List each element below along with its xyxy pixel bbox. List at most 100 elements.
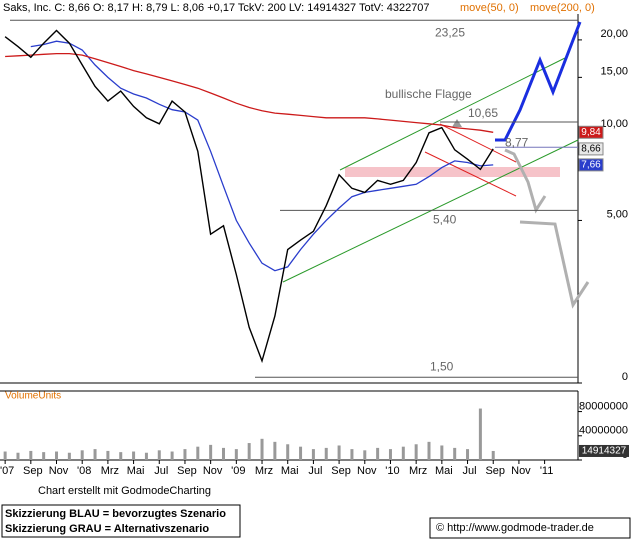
volume-bar	[299, 446, 303, 460]
volume-bar	[453, 447, 457, 460]
x-tick-label: Mai	[435, 465, 453, 477]
annotation: bullische Flagge	[385, 87, 472, 101]
volume-bar	[491, 450, 495, 460]
volume-bar	[440, 445, 444, 460]
channel-line	[339, 57, 566, 171]
volume-bar	[170, 451, 174, 460]
source-box	[429, 517, 631, 539]
price-panel: bullische Flagge	[0, 14, 590, 384]
volume-bar	[183, 449, 187, 460]
volume-bar	[478, 408, 482, 460]
price-box	[578, 142, 604, 156]
price-box-label: 8,66	[581, 144, 601, 155]
y-tick-label: 20,00	[600, 28, 628, 40]
y-tick-label: 15,00	[600, 65, 628, 77]
volume-bar	[80, 450, 84, 460]
volume-bar	[350, 449, 354, 460]
x-tick-label: Jul	[308, 465, 322, 477]
price-box	[578, 125, 604, 139]
volume-box-label: 14914327	[582, 446, 627, 457]
volume-bar	[466, 449, 470, 460]
price-box-label: 9,84	[581, 127, 601, 138]
y-tick-label: 0	[622, 371, 628, 383]
ma-line	[5, 52, 494, 133]
x-tick-label: '07	[0, 465, 14, 477]
x-tick-label: Mai	[127, 465, 145, 477]
volume-bar	[234, 449, 238, 460]
volume-bar	[414, 444, 418, 460]
scenario-gray	[519, 220, 590, 309]
x-tick-label: Mrz	[101, 465, 119, 477]
volume-bar	[42, 452, 46, 460]
volume-tick-label: 40000000	[579, 425, 628, 437]
volume-bar	[388, 449, 392, 460]
volume-bar	[260, 438, 264, 460]
volume-bar	[209, 444, 213, 460]
pointer	[452, 119, 462, 127]
level-label: 23,25	[435, 25, 465, 39]
x-tick-label: Sep	[485, 465, 505, 477]
volume-bar	[376, 447, 380, 460]
x-tick-label: '09	[231, 465, 245, 477]
volume-bar	[3, 451, 7, 460]
volume-bar	[221, 447, 225, 460]
volume-tick-label: 80000000	[579, 400, 628, 412]
x-tick-label: Mai	[281, 465, 299, 477]
volume-bar	[144, 452, 148, 460]
level-label: 5,40	[433, 213, 457, 227]
x-tick-label: Mrz	[409, 465, 427, 477]
x-tick-label: '11	[540, 465, 554, 477]
credit: Chart erstellt mit GodmodeCharting	[38, 485, 211, 497]
flag-line	[424, 151, 517, 197]
volume-bar	[286, 444, 290, 460]
x-tick-label: Nov	[511, 465, 531, 477]
x-tick-label: Jul	[154, 465, 168, 477]
volume-title: VolumeUnits	[5, 391, 61, 402]
y-tick-label: 5,00	[607, 208, 628, 220]
x-tick-label: Sep	[177, 465, 197, 477]
y-tick-label: 10,00	[600, 118, 628, 130]
legend-entry: move(50, 0)	[460, 2, 519, 14]
note: Skizzierung GRAU = Alternativszenario	[5, 523, 209, 535]
volume-bar	[157, 450, 161, 460]
volume-bar	[119, 452, 123, 460]
x-tick-label: Nov	[357, 465, 377, 477]
volume-bar	[67, 452, 71, 460]
volume-bar	[311, 449, 315, 460]
volume-bar	[247, 443, 251, 460]
header: Saks, Inc. C: 8,66 O: 8,17 H: 8,79 L: 8,…	[3, 2, 430, 14]
volume-box	[579, 444, 629, 457]
volume-bar	[55, 451, 59, 460]
x-tick-label: '10	[385, 465, 399, 477]
flag-line	[439, 123, 517, 163]
volume-bar	[132, 451, 136, 460]
volume-bar	[106, 450, 110, 460]
x-tick-label: Jul	[463, 465, 477, 477]
channel-line	[282, 139, 579, 283]
volume-bar	[196, 446, 200, 460]
level-label: 10,65	[468, 106, 498, 120]
note: Skizzierung BLAU = bevorzugtes Szenario	[5, 508, 226, 520]
volume-bar	[324, 447, 328, 460]
scenario-blue	[495, 21, 582, 142]
legend-entry: move(200, 0)	[530, 2, 595, 14]
volume-bar	[363, 450, 367, 460]
x-tick-label: Sep	[331, 465, 351, 477]
x-tick-label: '08	[77, 465, 91, 477]
volume-bar	[427, 441, 431, 460]
level-label: 8,77	[505, 135, 529, 149]
volume-bar	[29, 450, 33, 460]
volume-bar	[401, 446, 405, 460]
volume-bar	[16, 452, 20, 460]
note-box	[1, 504, 241, 538]
volume-bar	[337, 445, 341, 460]
zone	[345, 167, 560, 177]
ma-line	[30, 40, 494, 272]
x-tick-label: Nov	[49, 465, 69, 477]
level-label: 1,50	[430, 359, 454, 373]
volume-bar	[93, 449, 97, 460]
price-line	[4, 29, 494, 364]
scenario-gray	[504, 148, 547, 214]
source: © http://www.godmode-trader.de	[436, 522, 594, 534]
